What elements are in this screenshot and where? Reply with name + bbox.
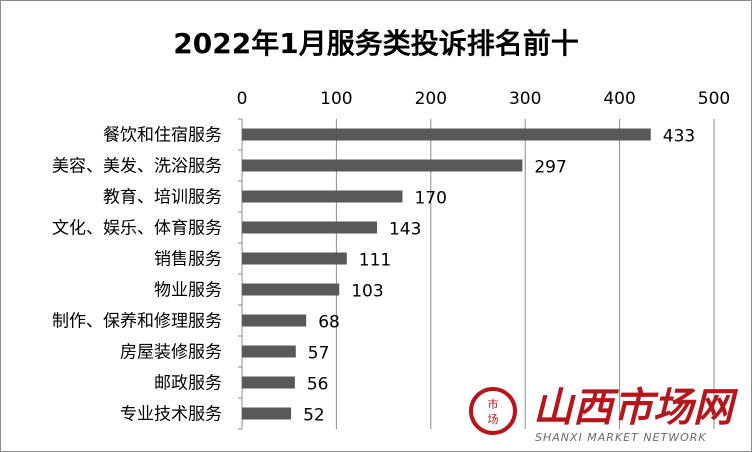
watermark-seal-char-2: 场 [488,412,499,426]
data-label: 143 [389,220,421,240]
category-label: 专业技术服务 [120,405,222,425]
watermark-name: 山西市场网 [533,385,739,431]
tick-label: 500 [698,89,730,109]
tick-label: 0 [237,89,248,109]
data-label: 297 [534,158,566,178]
category-label: 销售服务 [154,250,222,270]
data-label: 103 [351,282,383,302]
category-labels: 餐饮和住宿服务美容、美发、洗浴服务教育、培训服务文化、娱乐、体育服务销售服务物业… [52,126,222,425]
category-label: 物业服务 [154,281,222,301]
category-label: 文化、娱乐、体育服务 [52,219,222,239]
category-label: 教育、培训服务 [103,188,222,208]
data-label: 170 [414,189,446,209]
bar [242,345,296,358]
tick-label: 100 [320,89,352,109]
watermark-logo: 市 场 山西市场网 SHANXI MARKET NETWORK [469,385,739,444]
value-axis-ticks: 0 100 200 300 400 500 [237,89,731,109]
bar [242,190,403,203]
category-label: 美容、美发、洗浴服务 [52,157,222,177]
category-label: 制作、保养和修理服务 [52,312,222,332]
data-labels: 433 297 170 143 111 103 68 57 56 52 [303,127,695,426]
tick-label: 400 [603,89,635,109]
data-label: 433 [663,127,695,147]
bars [242,128,651,420]
bar [242,128,651,141]
data-label: 56 [307,375,329,395]
bar [242,407,292,420]
category-label: 餐饮和住宿服务 [103,126,222,146]
data-label: 57 [308,344,330,364]
category-label: 邮政服务 [154,374,222,394]
data-label: 111 [359,251,391,271]
watermark-seal-char-1: 市 [488,397,499,411]
bar [242,283,340,296]
category-label: 房屋装修服务 [120,343,222,363]
chart-title: 2022年1月服务类投诉排名前十 [173,27,578,60]
bar [242,252,347,265]
watermark-seal-ring [469,387,517,435]
bar [242,221,377,234]
bar [242,159,523,172]
tick-label: 200 [415,89,447,109]
bar [242,314,307,327]
data-label: 52 [303,406,325,426]
bar [242,376,295,389]
data-label: 68 [318,313,340,333]
tick-label: 300 [509,89,541,109]
watermark-subtitle: SHANXI MARKET NETWORK [535,431,707,444]
